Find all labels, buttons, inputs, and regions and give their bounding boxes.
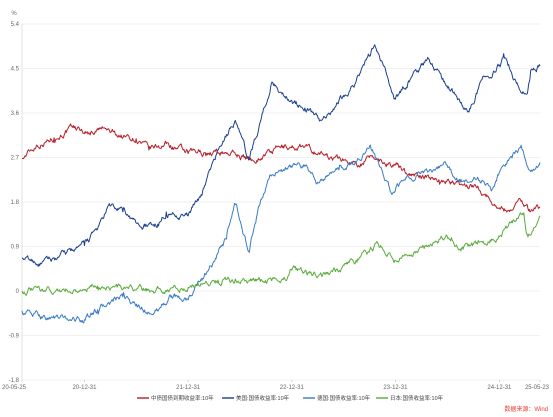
- y-tick-label: 0: [16, 289, 20, 295]
- y-axis-unit: %: [11, 11, 17, 17]
- y-tick-label: -1.8: [9, 378, 20, 384]
- x-tick-label: 24-12-31: [487, 385, 512, 391]
- y-tick-label: 0.9: [11, 245, 20, 251]
- x-tick-label: 25-05-23: [525, 385, 550, 391]
- y-tick-label: -0.9: [9, 334, 20, 340]
- legend-label: 美国:国债收益率:10年: [236, 394, 290, 402]
- x-tick-label: 20-12-31: [72, 385, 97, 391]
- legend: 中债国债到期收益率:10年 美国:国债收益率:10年 德国:国债收益率:10年 日本:…: [137, 394, 444, 402]
- y-tick-label: 4.5: [11, 67, 20, 73]
- grid-lines: [21, 23, 540, 381]
- series-line-4: [21, 212, 541, 296]
- series-lines: [21, 44, 541, 324]
- x-tick-label: 22-12-31: [280, 385, 305, 391]
- y-axis-ticks: 5.4 4.5 3.6 2.7 1.8 0.9 0 -0.9 -1.8: [9, 22, 20, 384]
- x-tick-label: 23-12-31: [383, 385, 408, 391]
- y-tick-label: 5.4: [11, 22, 20, 28]
- source-note: 数据来源：Wind: [504, 405, 548, 413]
- series-line-2: [21, 44, 541, 267]
- x-axis-ticks: 20-05-25 20-12-31 21-12-31 22-12-31 23-12-31…: [2, 380, 550, 391]
- x-tick-label: 21-12-31: [176, 385, 201, 391]
- legend-label: 日本:国债收益率:10年: [390, 394, 444, 402]
- y-tick-label: 3.6: [11, 111, 20, 117]
- y-tick-label: 1.8: [11, 200, 20, 206]
- series-line-1: [21, 123, 541, 213]
- legend-label: 德国:国债收益率:10年: [317, 394, 371, 402]
- y-tick-label: 2.7: [11, 156, 20, 162]
- x-tick-label: 20-05-25: [2, 385, 27, 391]
- legend-label: 中债国债到期收益率:10年: [151, 394, 214, 402]
- series-line-3: [21, 144, 541, 324]
